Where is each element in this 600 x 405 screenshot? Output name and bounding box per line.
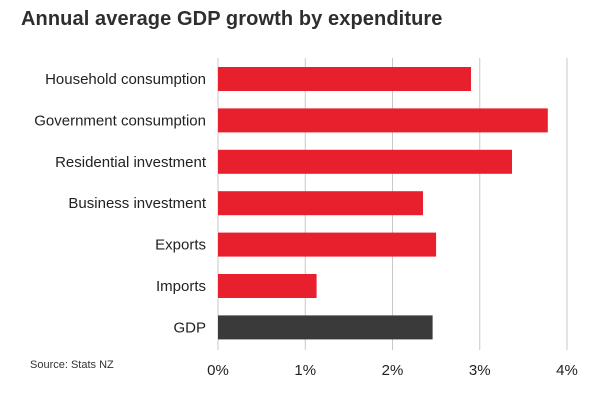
bar-gdp (218, 315, 433, 340)
category-labels: Household consumption Government consumpt… (34, 71, 207, 336)
bar-exports (218, 232, 437, 257)
category-label-government-consumption: Government consumption (34, 112, 206, 129)
x-tick-label-3: 3% (469, 362, 491, 379)
x-tick-label-4: 4% (556, 362, 578, 379)
bar-imports (218, 274, 317, 298)
category-label-residential-investment: Residential investment (55, 154, 207, 171)
category-label-imports: Imports (156, 278, 206, 295)
category-label-business-investment: Business investment (68, 195, 206, 212)
bars (218, 67, 548, 340)
category-label-household-consumption: Household consumption (45, 71, 206, 88)
x-axis-tick-labels: 0% 1% 2% 3% 4% (207, 362, 578, 379)
source-note: Source: Stats NZ (30, 359, 114, 371)
category-label-exports: Exports (155, 237, 206, 254)
x-tick-label-0: 0% (207, 362, 229, 379)
bar-residential-investment (218, 149, 512, 174)
bar-household-consumption (218, 67, 471, 91)
x-tick-label-2: 2% (382, 362, 404, 379)
category-label-gdp: GDP (173, 319, 206, 336)
bar-government-consumption (218, 108, 548, 133)
x-tick-label-1: 1% (294, 362, 316, 379)
chart-title: Annual average GDP growth by expenditure (21, 8, 443, 30)
bar-business-investment (218, 191, 423, 216)
